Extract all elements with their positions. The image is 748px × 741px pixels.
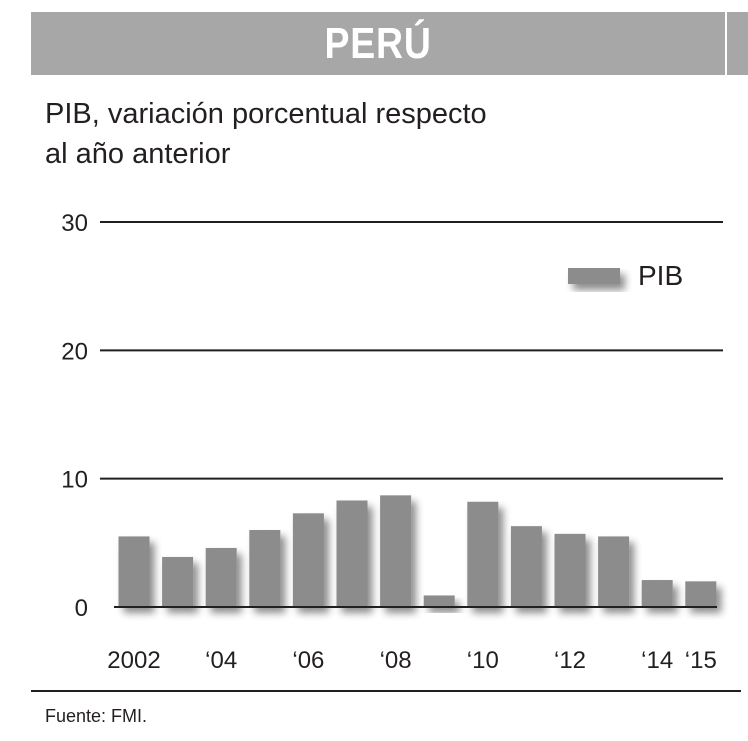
x-tick-label: ‘15 (685, 647, 717, 674)
bar-2009 (423, 595, 455, 607)
bar-2008 (380, 495, 412, 607)
title-banner: PERÚ (31, 12, 725, 75)
bar-2006 (292, 513, 324, 607)
subtitle-line-2: al año anterior (45, 138, 231, 170)
y-tick-label: 0 (75, 595, 88, 622)
bar-chart: 0 10 20 30 PIB 2002 ‘04 ‘06 ‘08 ‘10 ‘12 ‘14 ‘15 (61, 210, 723, 674)
x-tick-label: ‘04 (205, 647, 237, 674)
x-tick-label: ‘12 (554, 647, 586, 674)
banner-edge (727, 12, 748, 75)
bar-2015 (685, 581, 717, 607)
legend-label: PIB (638, 260, 683, 291)
chart-subtitle: PIB, variación porcentual respecto al añ… (45, 94, 665, 174)
x-tick-label: ‘10 (467, 647, 499, 674)
y-tick-label: 30 (61, 210, 88, 237)
x-axis-ticks: 2002 ‘04 ‘06 ‘08 ‘10 ‘12 ‘14 ‘15 (107, 647, 717, 674)
bars (114, 495, 717, 608)
y-tick-label: 20 (61, 338, 88, 365)
source-note: Fuente: FMI. (45, 706, 148, 726)
bar-2013 (598, 536, 630, 607)
bar-2011 (510, 526, 542, 607)
legend-swatch (568, 268, 620, 284)
x-tick-label: ‘06 (292, 647, 324, 674)
y-tick-label: 10 (61, 467, 88, 494)
bar-2007 (336, 500, 368, 607)
x-tick-label: ‘14 (641, 647, 673, 674)
gridlines: 0 10 20 30 (61, 210, 723, 622)
bar-2014 (641, 580, 673, 607)
footer-divider (31, 690, 741, 692)
bar-2005 (249, 530, 281, 607)
bar-2012 (554, 533, 586, 607)
x-tick-label: 2002 (107, 647, 160, 674)
bar-2004 (205, 547, 237, 607)
bar-2003 (162, 556, 194, 607)
subtitle-line-1: PIB, variación porcentual respecto (45, 98, 487, 130)
chart-title: PERÚ (324, 18, 432, 68)
x-tick-label: ‘08 (380, 647, 412, 674)
bar-2010 (467, 501, 499, 607)
legend: PIB (568, 260, 683, 291)
bar-2002 (118, 536, 150, 607)
